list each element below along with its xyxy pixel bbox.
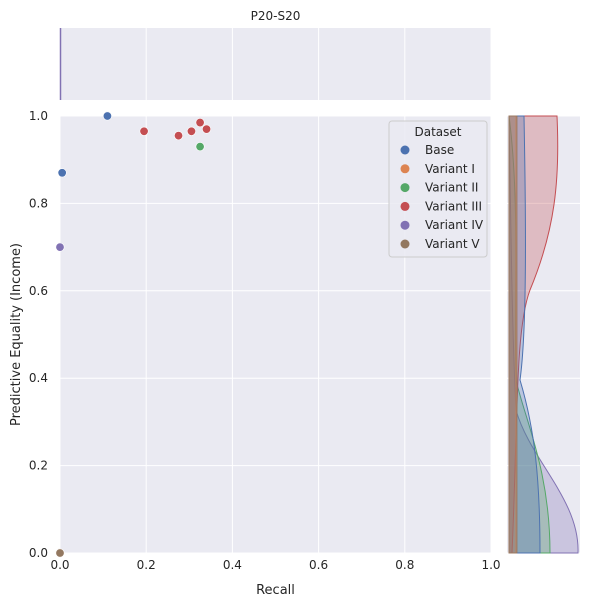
x-tick-label-4: 0.8 — [395, 558, 414, 572]
point-base-2 — [102, 111, 112, 121]
legend-label-4: Variant IV — [425, 218, 484, 232]
main-grid — [59, 115, 492, 554]
legend-marker-0 — [400, 145, 410, 155]
point-variant-ii-0 — [195, 142, 205, 152]
legend-label-1: Variant I — [425, 162, 475, 176]
point-variant-iii-1 — [139, 126, 149, 136]
kde-variant-v — [508, 115, 518, 554]
legend-marker-5 — [400, 239, 410, 249]
y-tick-labels: 0.0 0.2 0.4 0.6 0.8 1.0 — [29, 109, 48, 560]
point-variant-iii-2 — [174, 131, 184, 141]
x-tick-label-1: 0.2 — [137, 558, 156, 572]
y-tick-label-2: 0.4 — [29, 371, 48, 385]
point-base-1 — [57, 168, 67, 178]
top-marginal-panel — [60, 28, 491, 100]
y-axis-label: Predictive Equality (Income) — [9, 243, 24, 426]
right-marginal-densities — [508, 115, 579, 554]
y-tick-label-5: 1.0 — [29, 109, 48, 123]
point-variant-v-0 — [55, 548, 65, 558]
y-tick-label-0: 0.0 — [29, 546, 48, 560]
chart-title: P20-S20 — [251, 9, 301, 23]
legend: Dataset Base Variant I Variant II Variant I… — [388, 120, 488, 258]
y-tick-label-3: 0.6 — [29, 284, 48, 298]
x-tick-label-0: 0.0 — [50, 558, 69, 572]
legend-label-3: Variant III — [425, 199, 482, 213]
y-tick-label-1: 0.2 — [29, 459, 48, 473]
legend-box — [388, 120, 488, 258]
y-tick-label-4: 0.8 — [29, 196, 48, 210]
point-variant-iii-3 — [186, 126, 196, 136]
legend-label-5: Variant V — [425, 237, 480, 251]
legend-label-0: Base — [425, 143, 454, 157]
x-tick-label-5: 1.0 — [481, 558, 500, 572]
x-tick-label-2: 0.4 — [223, 558, 242, 572]
legend-marker-1 — [400, 164, 410, 174]
point-variant-iii-5 — [202, 124, 212, 134]
legend-label-2: Variant II — [425, 181, 478, 195]
kde-variant-iii — [508, 115, 559, 554]
legend-marker-2 — [400, 183, 410, 193]
legend-marker-3 — [400, 201, 410, 211]
x-axis-label: Recall — [256, 583, 295, 598]
scatter-points — [55, 111, 212, 558]
legend-title: Dataset — [415, 125, 462, 139]
point-variant-iii-4 — [195, 118, 205, 128]
x-tick-labels: 0.0 0.2 0.4 0.6 0.8 1.0 — [50, 558, 500, 572]
legend-marker-4 — [400, 220, 410, 230]
point-variant-iv-0 — [55, 242, 65, 252]
x-tick-label-3: 0.6 — [309, 558, 328, 572]
